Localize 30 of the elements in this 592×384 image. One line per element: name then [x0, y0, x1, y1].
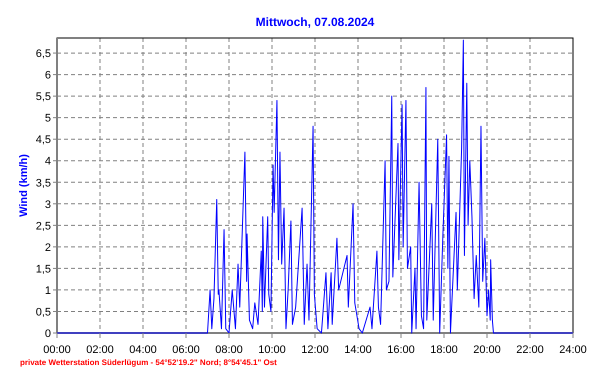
text: private Wetterstation Süderlügum - 54°52'19.2" Nord; 8°54'45.1" Ost [20, 358, 278, 367]
y-tick-label: 5 [44, 112, 51, 125]
y-tick-label: 2,5 [36, 220, 51, 232]
x-tick-label: 02:00 [86, 344, 114, 356]
y-tick-label: 3 [44, 198, 51, 211]
y-tick-label: 0 [44, 328, 51, 340]
chart-title: Mittwoch, 07.08.2024 [256, 15, 375, 29]
y-tick-label: 4,5 [36, 134, 51, 146]
x-tick-label: 00:00 [43, 344, 71, 356]
x-tick-label: 22:00 [516, 344, 544, 356]
x-tick-label: 08:00 [215, 344, 243, 356]
y-tick-label: 3,5 [36, 177, 51, 190]
y-tick-label: 6 [44, 70, 51, 82]
y-tick-label: 2 [44, 242, 51, 254]
y-tick-label: 5,5 [36, 91, 51, 104]
y-axis-title: Wind (km/h) [18, 154, 30, 217]
y-tick-label: 0,5 [36, 306, 51, 318]
x-tick-label: 18:00 [430, 344, 458, 356]
y-tick-label: 6,5 [36, 48, 51, 60]
x-tick-label: 12:00 [301, 344, 329, 356]
x-tick-label: 20:00 [473, 344, 501, 356]
x-tick-label: 24:00 [559, 344, 587, 356]
x-tick-label: 04:00 [129, 344, 157, 356]
y-tick-label: 1,5 [36, 263, 51, 276]
x-tick-label: 16:00 [387, 344, 415, 356]
x-tick-label: 06:00 [172, 344, 200, 356]
x-tick-label: 14:00 [344, 344, 372, 356]
x-tick-label: 10:00 [258, 344, 286, 356]
y-tick-label: 1 [44, 284, 51, 297]
y-tick-label: 4 [44, 156, 51, 168]
